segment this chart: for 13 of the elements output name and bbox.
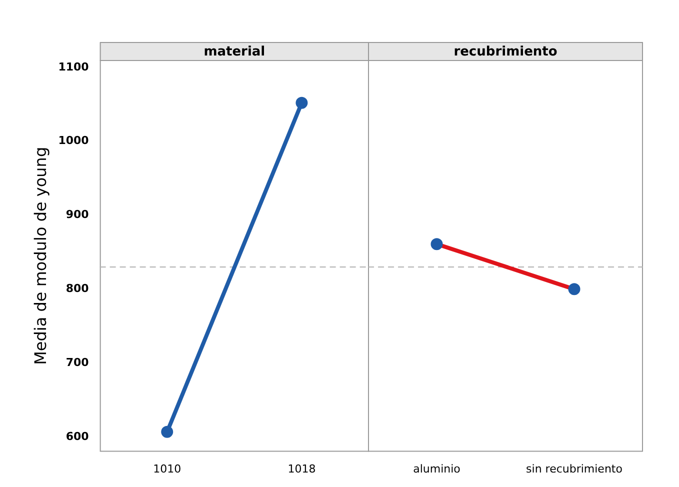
y-axis-title: Media de modulo de young bbox=[30, 146, 50, 365]
y-tick-label: 700 bbox=[66, 356, 90, 369]
y-tick-label: 1100 bbox=[58, 60, 90, 74]
y-tick-label: 800 bbox=[66, 282, 90, 296]
x-tick-label: 1010 bbox=[153, 462, 182, 476]
x-tick-label: sin recubrimiento bbox=[526, 462, 623, 476]
chart-title: recubrimiento bbox=[454, 44, 558, 60]
chart-title: material bbox=[204, 44, 266, 60]
y-tick-label: 600 bbox=[66, 430, 90, 443]
x-tick-label: 1018 bbox=[288, 462, 316, 476]
x-tick-label: aluminio bbox=[413, 462, 461, 476]
y-tick-label: 900 bbox=[66, 208, 90, 222]
y-tick-label: 1000 bbox=[58, 134, 90, 148]
